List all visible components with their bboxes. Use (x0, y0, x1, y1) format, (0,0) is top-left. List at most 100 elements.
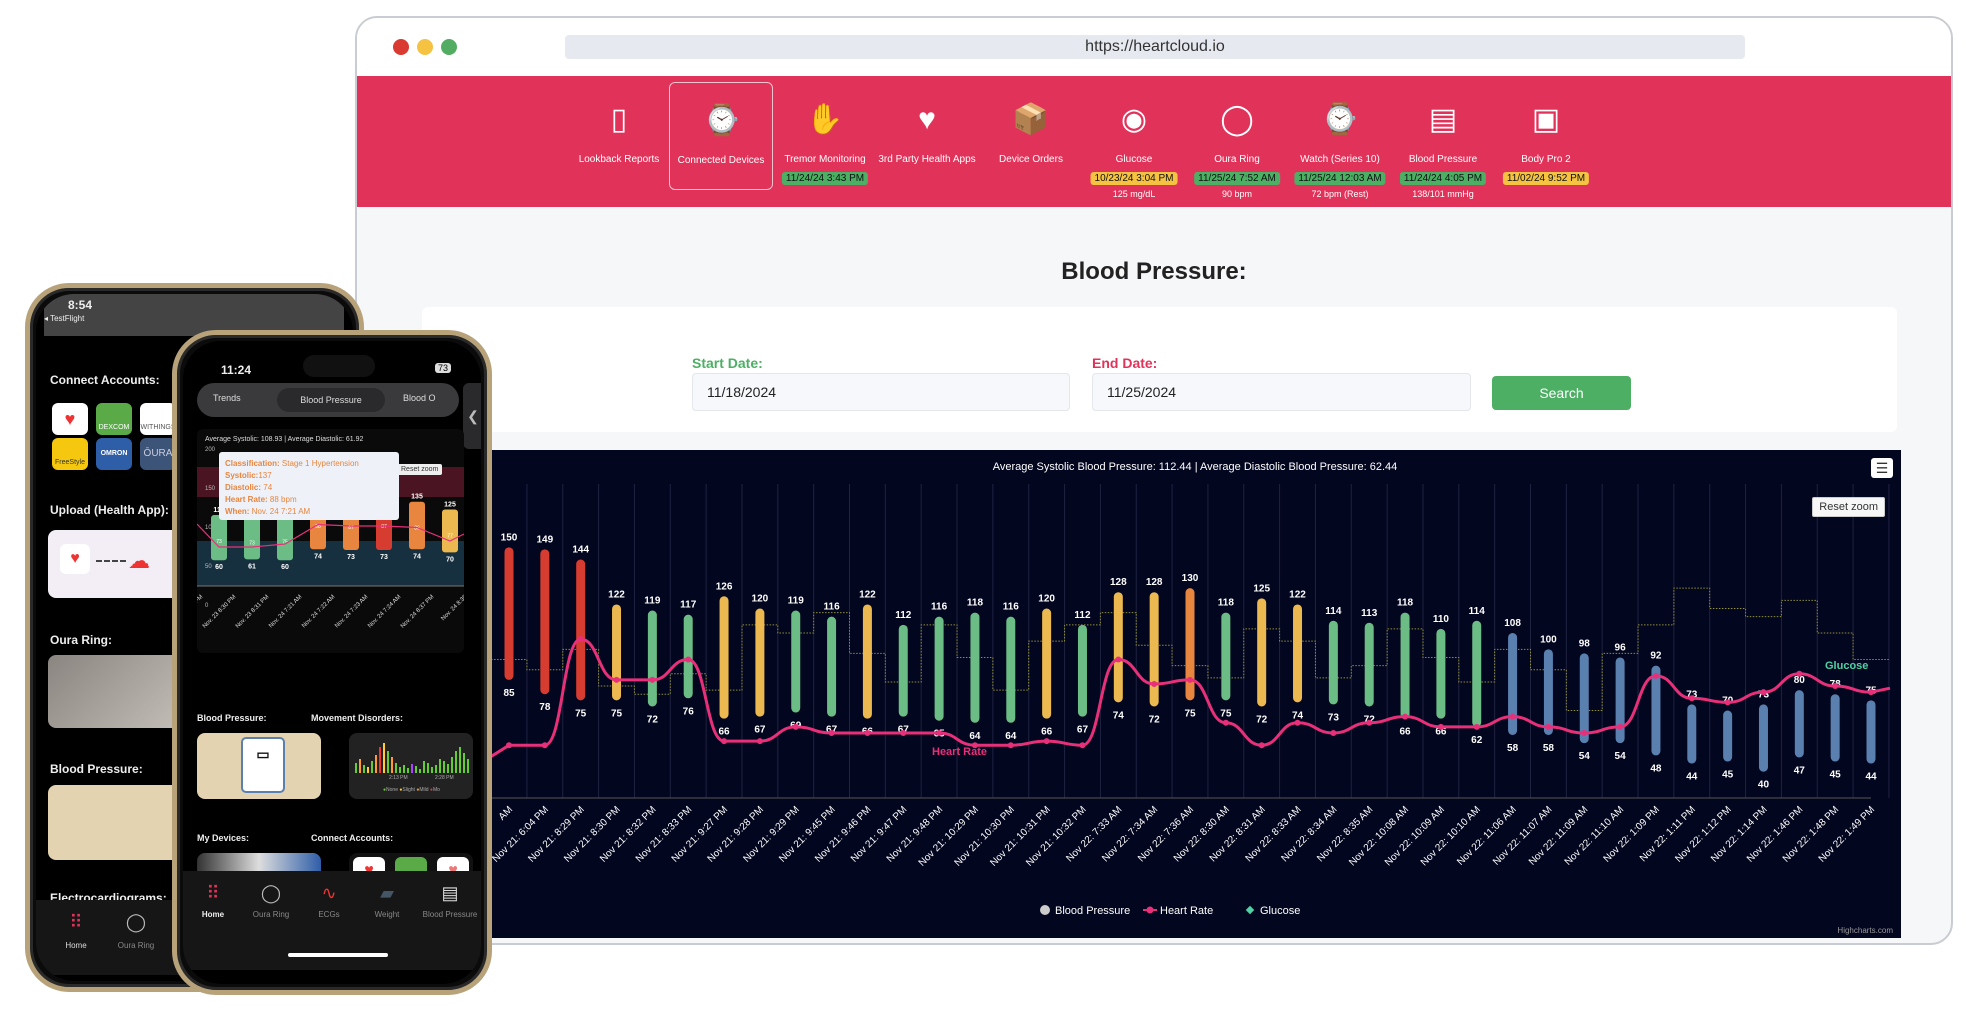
nav-item-ring[interactable]: ◯ Oura Ring 11/25/24 7:52 AM 90 bpm (1185, 76, 1289, 207)
nav-item-tremor-hand[interactable]: ✋ Tremor Monitoring 11/24/24 3:43 PM (773, 76, 877, 207)
nav-item-report[interactable]: ▯ Lookback Reports (567, 76, 671, 207)
systolic-label: 100 (1540, 634, 1557, 645)
nav-item-health-apps[interactable]: ♥ 3rd Party Health Apps (875, 76, 979, 207)
heart-rate-point (1151, 681, 1158, 687)
search-button[interactable]: Search (1492, 376, 1631, 410)
nav-item-glucose-sensor[interactable]: ◉ Glucose 10/23/24 3:04 PM 125 mg/dL (1082, 76, 1186, 207)
movement-bar (363, 765, 365, 773)
last-sync-badge: 11/24/24 3:43 PM (781, 172, 869, 185)
systolic-label: 122 (608, 589, 625, 600)
mini-diastolic-label: 74 (413, 553, 421, 560)
movement-bar (379, 747, 381, 773)
cloud-sync-icon: ☁ (128, 548, 150, 573)
mini-heart-rate-label: 77 (447, 534, 453, 540)
diastolic-label: 45 (1722, 770, 1734, 781)
battery-indicator: 73 (434, 363, 451, 373)
heart-rate-point (864, 729, 871, 736)
tab-oura-ring[interactable]: ◯ Oura Ring (106, 912, 166, 950)
minimize-window-button[interactable] (417, 39, 433, 55)
nav-item-bp-monitor[interactable]: ▤ Blood Pressure 11/24/24 4:05 PM 138/101 m… (1391, 76, 1495, 207)
latest-value: 90 bpm (1221, 189, 1253, 199)
tab-home[interactable]: ⠿ Home (46, 912, 106, 950)
nav-item-package[interactable]: 📦 Device Orders (979, 76, 1083, 207)
diastolic-label: 67 (754, 725, 766, 736)
tooltip-label: Diastolic: (225, 483, 262, 492)
grid-icon: ⠿ (69, 912, 83, 932)
reset-zoom-button[interactable]: Reset zoom (1812, 497, 1885, 517)
maximize-window-button[interactable] (441, 39, 457, 55)
oura-icon[interactable]: ŌURA (140, 438, 176, 470)
freestyle-icon[interactable]: FreeStyle (52, 438, 88, 470)
bp-bar (647, 610, 657, 707)
tab-home-label: Home (201, 910, 225, 919)
segment-blood-oxygen[interactable]: Blood O (403, 393, 436, 403)
bp-bar (1257, 598, 1267, 707)
chart-credits[interactable]: Highcharts.com (1837, 926, 1893, 935)
device-nav-bar: ▯ Lookback Reports ⌚ Connected Devices ✋ Trem… (357, 76, 1951, 207)
front-tab-bar: ⠿ Home ◯ Oura Ring ∿ ECGs ▰ Weight ▤ Blood Pr… (183, 871, 481, 970)
movement-bar (459, 747, 461, 773)
chart-menu-icon[interactable]: ☰ (1871, 458, 1893, 478)
last-sync-badge: 11/24/24 4:05 PM (1399, 172, 1487, 185)
heart-rate-point (506, 742, 512, 749)
withings-icon[interactable]: WITHINGS (140, 403, 176, 435)
end-date-input[interactable]: 11/25/2024 (1092, 373, 1471, 411)
last-sync-badge: 10/23/24 3:04 PM (1090, 172, 1178, 185)
tab-oura-ring[interactable]: ◯ Oura Ring (241, 883, 301, 919)
movement-disorders-chart-tile[interactable]: 2:13 PM 2:28 PM ●None ●Slight ●Mild ●Mo (349, 733, 473, 799)
nav-item-apple-watch[interactable]: ⌚ Watch (Series 10) 11/25/24 12:03 AM 72 b… (1288, 76, 1392, 207)
grid-icon: ⠿ (206, 883, 220, 903)
bp-bar (1436, 628, 1446, 719)
legend-item[interactable]: Heart Rate (1160, 905, 1213, 917)
mini-reset-zoom-button[interactable]: Reset zoom (397, 464, 443, 475)
testflight-back-link[interactable]: ◂ TestFlight (44, 314, 85, 323)
nav-item-watch-devices[interactable]: ⌚ Connected Devices (669, 82, 773, 190)
legend-item[interactable]: Glucose (1260, 905, 1300, 917)
tab-oura-label: Oura Ring (252, 910, 290, 919)
dexcom-icon[interactable]: DEXCOM (96, 403, 132, 435)
movement-legend: ●None ●Slight ●Mild ●Mo (383, 787, 440, 793)
close-window-button[interactable] (393, 39, 409, 55)
heart-rate-point (1402, 713, 1409, 720)
tab-blood-pressure[interactable]: ▤ Blood Pressure (415, 883, 481, 919)
mini-x-label: Nov. 24 7:21 AM (268, 594, 303, 629)
diastolic-label: 78 (539, 702, 551, 713)
status-time: 8:54 (68, 298, 93, 312)
systolic-label: 108 (1504, 618, 1521, 629)
diastolic-label: 62 (1471, 735, 1483, 746)
diastolic-label: 73 (1328, 712, 1340, 723)
mini-diastolic-label: 73 (380, 554, 388, 561)
apple-watch-icon: ⌚ (1321, 103, 1359, 136)
movement-bar (435, 765, 437, 773)
tab-ecgs[interactable]: ∿ ECGs (299, 883, 359, 919)
heart-rate-point (1079, 742, 1086, 749)
side-panel-chevron-icon[interactable]: ❮ (463, 383, 481, 449)
tab-home[interactable]: ⠿ Home (183, 883, 243, 919)
systolic-label: 125 (1253, 583, 1270, 594)
mini-systolic-label: 135 (411, 494, 423, 501)
systolic-label: 73 (1686, 689, 1698, 700)
bp-bar (1149, 592, 1159, 707)
bp-bar (791, 610, 801, 713)
address-bar[interactable]: https://heartcloud.io (565, 35, 1745, 59)
tab-weight[interactable]: ▰ Weight (357, 883, 417, 919)
movement-time: 2:28 PM (435, 775, 454, 781)
systolic-label: 112 (1074, 610, 1091, 621)
bp-monitor-image[interactable]: ▭ (197, 733, 321, 799)
segment-trends[interactable]: Trends (213, 393, 241, 403)
systolic-label: 116 (1003, 602, 1020, 613)
diastolic-label: 45 (1830, 770, 1842, 781)
systolic-label: 120 (752, 594, 769, 605)
start-date-input[interactable]: 11/18/2024 (692, 373, 1070, 411)
bp-bar (683, 614, 693, 699)
segment-blood-pressure[interactable]: Blood Pressure (277, 388, 385, 412)
diastolic-label: 66 (1399, 727, 1411, 738)
diastolic-label: 75 (1184, 708, 1196, 719)
apple-health-icon[interactable]: ♥ (52, 403, 88, 435)
omron-icon[interactable]: OMRON (96, 438, 132, 470)
nav-item-scale[interactable]: ▣ Body Pro 2 11/02/24 9:52 PM (1494, 76, 1598, 207)
tooltip-classification: Stage 1 Hypertension (281, 459, 359, 468)
legend-item[interactable]: Blood Pressure (1055, 905, 1130, 917)
y-tick: 200 (205, 447, 216, 453)
section-blood-pressure: Blood Pressure: (197, 713, 267, 723)
